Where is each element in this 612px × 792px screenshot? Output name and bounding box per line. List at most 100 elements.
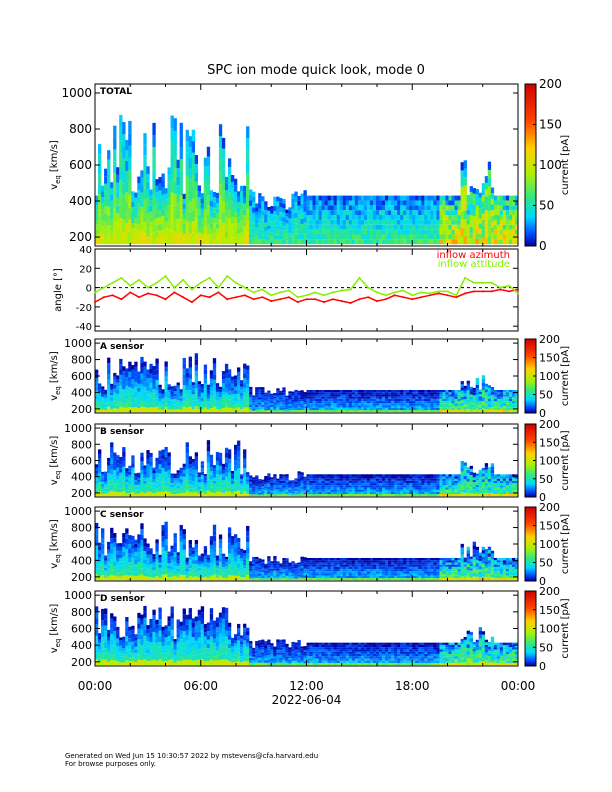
heatmap-cell: [385, 483, 389, 486]
heatmap-cell: [255, 236, 259, 241]
heatmap-cell: [188, 472, 192, 477]
heatmap-cell: [415, 392, 419, 395]
heatmap-cell: [119, 460, 123, 465]
heatmap-cell: [161, 541, 165, 548]
heatmap-cell: [161, 530, 165, 537]
heatmap-cell: [224, 230, 229, 238]
heatmap-cell: [345, 224, 350, 230]
heatmap-cell: [403, 401, 407, 404]
heatmap-cell: [179, 547, 183, 553]
heatmap-cell: [315, 474, 319, 477]
heatmap-cell: [391, 485, 395, 488]
heatmap-cell: [125, 564, 129, 570]
heatmap-cell: [433, 224, 437, 230]
heatmap-cell: [466, 234, 470, 240]
heatmap-cell: [249, 216, 253, 223]
heatmap-cell: [511, 239, 516, 245]
heatmap-cell: [460, 381, 464, 385]
heatmap-cell: [342, 474, 347, 477]
heatmap-cell: [170, 478, 174, 481]
heatmap-cell: [167, 491, 171, 497]
heatmap-cell: [433, 494, 437, 497]
heatmap-cell: [445, 474, 449, 477]
heatmap-cell: [493, 476, 498, 479]
heatmap-cell: [460, 186, 464, 196]
heatmap-cell: [104, 236, 108, 245]
heatmap-cell: [155, 396, 159, 402]
heatmap-cell: [508, 239, 513, 245]
heatmap-cell: [505, 195, 510, 201]
heatmap-cell: [227, 491, 232, 497]
heatmap-cell: [164, 366, 168, 372]
heatmap-cell: [101, 559, 105, 565]
heatmap-cell: [125, 192, 129, 203]
heatmap-cell: [227, 382, 232, 387]
heatmap-cell: [339, 476, 344, 479]
heatmap-cell: [98, 392, 102, 395]
heatmap-cell: [430, 205, 434, 211]
heatmap-cell: [209, 238, 214, 245]
heatmap-cell: [400, 389, 404, 393]
heatmap-cell: [212, 406, 217, 413]
heatmap-cell: [197, 185, 202, 192]
heatmap-cell: [294, 407, 298, 410]
heatmap-cell: [261, 409, 265, 413]
heatmap-cell: [496, 392, 501, 395]
heatmap-cell: [119, 484, 123, 489]
heatmap-cell: [122, 393, 126, 399]
heatmap-cell: [348, 224, 353, 230]
heatmap-cell: [252, 217, 256, 224]
heatmap-cell: [487, 211, 492, 220]
heatmap-cell: [442, 494, 446, 497]
heatmap-cell: [454, 392, 458, 395]
heatmap-cell: [321, 398, 325, 402]
heatmap-cell: [285, 493, 289, 497]
heatmap-cell: [146, 213, 150, 221]
heatmap-cell: [430, 476, 434, 479]
heatmap-cell: [200, 386, 205, 390]
heatmap-cell: [161, 187, 165, 195]
heatmap-cell: [291, 403, 295, 406]
heatmap-cell: [128, 194, 132, 208]
heatmap-cell: [418, 480, 422, 484]
heatmap-cell: [149, 551, 153, 555]
heatmap-cell: [448, 487, 452, 490]
heatmap-cell: [191, 485, 196, 489]
heatmap-cell: [101, 394, 105, 397]
heatmap-cell: [493, 485, 498, 488]
heatmap-cell: [282, 487, 286, 490]
heatmap-cell: [321, 489, 325, 492]
heatmap-cell: [385, 234, 389, 240]
heatmap-cell: [98, 561, 102, 566]
heatmap-cell: [466, 229, 470, 235]
heatmap-cell: [276, 220, 280, 226]
heatmap-cell: [140, 229, 144, 237]
heatmap-cell: [267, 214, 271, 219]
heatmap-cell: [237, 407, 241, 413]
panel-label-b: B sensor: [100, 427, 144, 437]
heatmap-cell: [107, 395, 111, 402]
heatmap-cell: [357, 389, 362, 393]
heatmap-cell: [354, 205, 359, 211]
heatmap-cell: [122, 398, 126, 403]
heatmap-cell: [363, 474, 368, 477]
heatmap-cell: [140, 523, 144, 529]
heatmap-cell: [170, 407, 174, 410]
heatmap-cell: [345, 407, 350, 410]
heatmap-cell: [424, 219, 428, 225]
heatmap-cell: [164, 391, 168, 397]
heatmap-cell: [324, 200, 328, 206]
heatmap-cell: [237, 462, 241, 469]
heatmap-cell: [140, 461, 144, 466]
heatmap-cell: [436, 195, 440, 201]
heatmap-cell: [194, 568, 199, 573]
heatmap-cell: [421, 229, 425, 235]
heatmap-cell: [194, 543, 199, 548]
heatmap-cell: [342, 494, 347, 497]
heatmap-cell: [282, 480, 286, 484]
heatmap-cell: [372, 215, 377, 220]
heatmap-cell: [418, 200, 422, 206]
series-point-1: [164, 275, 167, 277]
heatmap-cell: [312, 476, 316, 479]
heatmap-cell: [315, 487, 319, 490]
